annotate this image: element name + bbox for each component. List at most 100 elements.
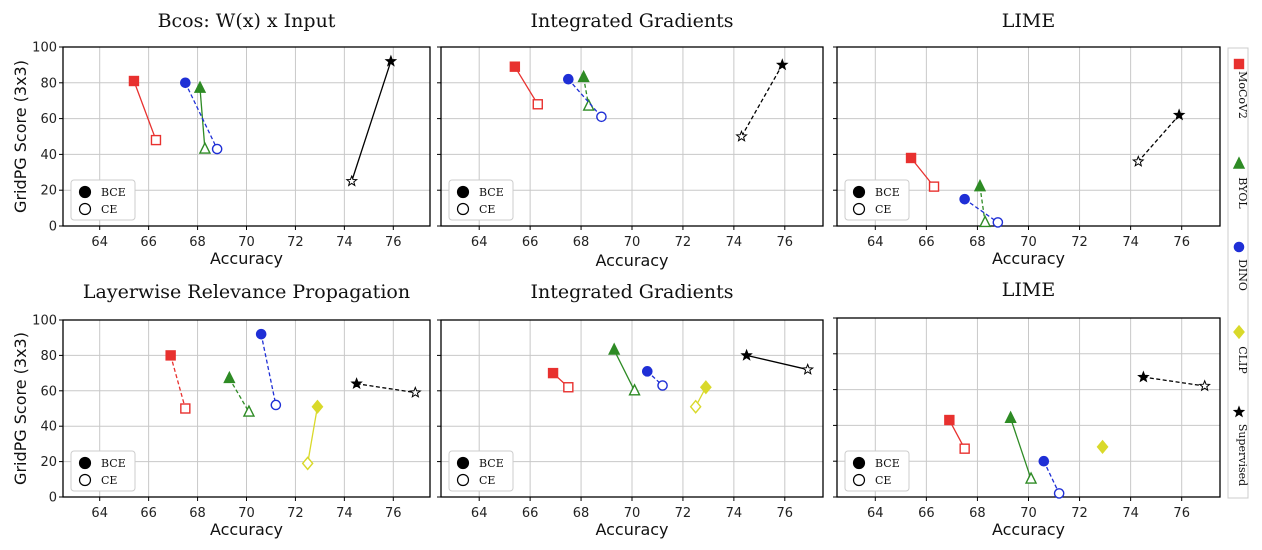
supervised-legend-label: Supervised (1236, 424, 1249, 486)
byol-ce-point (582, 98, 595, 111)
x-tick-label: 66 (140, 235, 157, 250)
x-tick-label: 70 (238, 235, 255, 250)
mocov2-ce-point (532, 99, 543, 110)
mocov2-ce-point (959, 443, 970, 454)
byol-bce-point (1004, 410, 1017, 423)
x-tick-label: 68 (573, 235, 590, 250)
legend-hollow-circle-icon (78, 473, 92, 487)
dino-connector-line (567, 78, 602, 118)
dino-bce-point (1038, 455, 1050, 467)
clip-bce-point (699, 380, 712, 395)
mocov2-legend-marker (1233, 58, 1245, 70)
x-tick-label: 72 (675, 235, 692, 250)
byol-ce-point (198, 141, 212, 154)
x-tick-label: 64 (867, 235, 884, 250)
mocov2-ce-point (563, 382, 574, 393)
dino-legend-label: DINO (1236, 259, 1249, 291)
chart-panel-4: 64 66 68 70 72 74 76 0 20 40 60 80 100 Layerwise Rele… (11, 281, 431, 539)
y-tick-label: 80 (40, 349, 57, 364)
byol-bce-point (577, 69, 590, 83)
x-tick-label: 70 (1020, 506, 1037, 521)
y-tick-label: 100 (32, 314, 57, 329)
x-tick-label: 76 (385, 235, 402, 250)
dino-bce-point (959, 193, 970, 205)
x-tick-label: 74 (726, 235, 743, 250)
supervised-legend-marker (1232, 405, 1246, 418)
supervised-connector-line (746, 354, 808, 371)
x-tick-label: 64 (91, 235, 108, 250)
y-axis-label: GridPG Score (3x3) (11, 332, 30, 485)
x-tick-label: 74 (1122, 506, 1139, 521)
x-tick-label: 72 (1071, 506, 1088, 521)
y-axis-label: GridPG Score (3x3) (11, 60, 30, 213)
x-tick-label: 66 (918, 506, 935, 521)
legend-label-ce: CE (479, 203, 495, 216)
x-axis-label: Accuracy (210, 520, 283, 539)
x-tick-label: 72 (287, 235, 304, 250)
chart-title: Layerwise Relevance Propagation (83, 281, 410, 303)
x-tick-label: 64 (867, 506, 884, 521)
x-tick-label: 70 (624, 506, 641, 521)
x-tick-label: 74 (726, 506, 743, 521)
legend-hollow-circle-icon (78, 202, 92, 216)
legend-hollow-circle-icon (456, 473, 470, 487)
legend-filled-circle-icon (852, 185, 866, 199)
x-tick-label: 66 (522, 235, 539, 250)
x-axis-label: Accuracy (595, 520, 668, 539)
legend-label-ce: CE (479, 474, 495, 487)
dino-ce-point (657, 380, 668, 391)
dino-bce-point (255, 328, 267, 340)
clip-legend-marker (1233, 324, 1245, 340)
byol-bce-point (193, 80, 207, 93)
byol-ce-point (1024, 471, 1038, 484)
y-tick-label: 80 (40, 76, 57, 91)
chart-panel-5: 64 66 68 70 72 74 76 Integrated Gradients Accura… (437, 281, 824, 539)
byol-connector-line (613, 349, 636, 392)
x-tick-label: 66 (522, 506, 539, 521)
dino-ce-point (1053, 488, 1065, 499)
supervised-bce-point (350, 377, 363, 390)
x-tick-label: 70 (1020, 235, 1037, 250)
x-tick-label: 70 (238, 506, 255, 521)
chart-panel-6: 64 66 68 70 72 74 76 LIME Accuracy BCE CE (833, 279, 1221, 539)
method-legend-box (1227, 47, 1249, 499)
supervised-ce-point (1131, 154, 1145, 167)
supervised-bce-point (1172, 108, 1186, 121)
mocov2-ce-point (180, 403, 191, 414)
byol-ce-point (242, 404, 256, 417)
clip-ce-point (301, 456, 314, 471)
byol-legend-label: BYOL (1236, 177, 1249, 209)
x-tick-label: 76 (777, 506, 794, 521)
x-tick-label: 68 (969, 506, 986, 521)
dino-bce-point (563, 73, 574, 85)
legend-label-ce: CE (101, 474, 117, 487)
chart-panel-2: 64 66 68 70 72 74 76 Integrated Gradients Accura… (437, 10, 824, 270)
mocov2-bce-point (165, 350, 176, 361)
y-tick-label: 60 (40, 112, 57, 127)
legend-filled-circle-icon (78, 456, 92, 470)
dino-connector-line (260, 334, 277, 406)
supervised-connector-line (1137, 114, 1180, 162)
x-tick-label: 72 (675, 506, 692, 521)
legend-label-bce: BCE (101, 186, 126, 199)
x-tick-label: 68 (189, 506, 206, 521)
mocov2-connector-line (133, 80, 157, 141)
x-tick-label: 76 (1173, 235, 1190, 250)
x-tick-label: 64 (471, 235, 488, 250)
y-tick-label: 20 (40, 184, 57, 199)
mocov2-bce-point (944, 414, 955, 426)
supervised-ce-point (735, 129, 748, 142)
y-tick-label: 40 (40, 148, 57, 163)
dino-ce-point (211, 143, 223, 155)
supervised-ce-point (345, 174, 359, 187)
x-axis-label: Accuracy (595, 251, 668, 270)
mocov2-ce-point (928, 181, 940, 192)
x-tick-label: 76 (777, 235, 794, 250)
y-tick-label: 100 (32, 41, 57, 56)
chart-title: LIME (1002, 279, 1055, 301)
supervised-bce-point (775, 58, 789, 71)
chart-title: LIME (1002, 10, 1055, 32)
mocov2-connector-line (170, 355, 186, 409)
y-tick-label: 40 (40, 420, 57, 435)
dino-bce-point (180, 77, 191, 89)
